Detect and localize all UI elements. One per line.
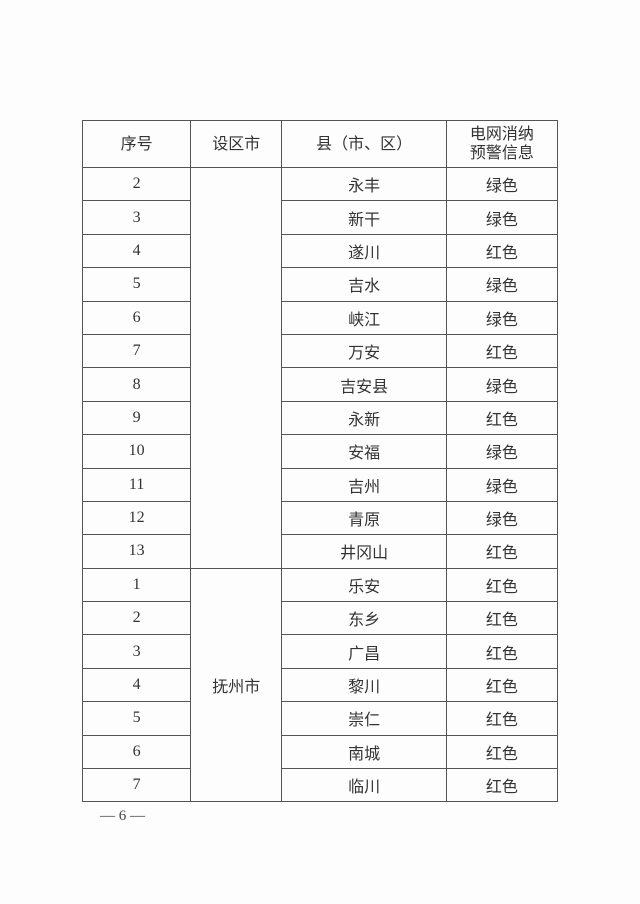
county-cell: 遂川 [281, 233, 447, 269]
county-cell: 安福 [281, 434, 447, 469]
header-city: 设区市 [190, 120, 283, 168]
warning-cell: 红色 [445, 534, 559, 569]
city-cell [190, 167, 283, 569]
serial-cell: 5 [81, 701, 192, 736]
serial-cell: 11 [81, 467, 192, 502]
warning-cell: 绿色 [445, 200, 559, 235]
county-cell: 永新 [281, 400, 447, 436]
table-row: 2 东乡 红色 [81, 601, 559, 636]
table-row: 6 南城 红色 [81, 734, 559, 770]
serial-cell: 3 [81, 634, 192, 669]
warning-cell: 红色 [445, 601, 559, 636]
table-row: 13 井冈山 红色 [81, 534, 559, 569]
table-header-row: 序号 设区市 县（市、区） 电网消纳预警信息 [81, 120, 559, 168]
header-serial: 序号 [81, 120, 192, 168]
serial-cell: 2 [81, 601, 192, 636]
warning-cell: 绿色 [445, 434, 559, 469]
table-row: 1 抚州市 乐安 红色 [81, 567, 559, 803]
table-row: 11 吉州 绿色 [81, 467, 559, 502]
serial-cell: 1 [81, 567, 192, 603]
table-row: 5 崇仁 红色 [81, 701, 559, 736]
header-warning-line2: 预警信息 [469, 145, 534, 162]
table-row: 12 青原 绿色 [81, 500, 559, 536]
serial-cell: 6 [81, 300, 192, 335]
warning-cell: 绿色 [445, 367, 559, 402]
county-cell: 永丰 [281, 166, 447, 202]
table-row: 6 峡江 绿色 [81, 300, 559, 335]
warning-cell: 绿色 [445, 467, 559, 502]
county-cell: 峡江 [281, 300, 447, 335]
warning-cell: 绿色 [445, 500, 559, 536]
warning-cell: 红色 [445, 734, 559, 770]
table-row: 5 吉水 绿色 [81, 267, 559, 302]
page-number: — 6 — [100, 808, 145, 824]
serial-cell: 4 [81, 667, 192, 703]
table-row: 10 安福 绿色 [81, 434, 559, 469]
warning-cell: 红色 [445, 768, 559, 803]
serial-cell: 7 [81, 768, 192, 803]
serial-cell: 3 [81, 200, 192, 235]
serial-cell: 13 [81, 534, 192, 569]
warning-cell: 红色 [445, 667, 559, 703]
warning-cell: 红色 [445, 701, 559, 736]
table-row: 4 遂川 红色 [81, 233, 559, 269]
county-cell: 万安 [281, 333, 447, 369]
warning-cell: 绿色 [445, 300, 559, 335]
county-cell: 南城 [281, 734, 447, 770]
county-cell: 临川 [281, 768, 447, 803]
serial-cell: 12 [81, 500, 192, 536]
county-cell: 黎川 [281, 667, 447, 703]
warning-cell: 绿色 [445, 166, 559, 202]
county-cell: 吉州 [281, 467, 447, 502]
table-row: 7 临川 红色 [81, 768, 559, 803]
warning-cell: 红色 [445, 400, 559, 436]
header-county: 县（市、区） [281, 120, 447, 168]
table-row: 7 万安 红色 [81, 333, 559, 369]
table-row: 8 吉安县 绿色 [81, 367, 559, 402]
serial-cell: 5 [81, 267, 192, 302]
county-cell: 广昌 [281, 634, 447, 669]
warning-cell: 红色 [445, 333, 559, 369]
serial-cell: 7 [81, 333, 192, 369]
serial-cell: 2 [81, 166, 192, 202]
county-cell: 崇仁 [281, 701, 447, 736]
warning-cell: 绿色 [445, 267, 559, 302]
table-row: 2 永丰 绿色 [81, 166, 559, 569]
table-row: 3 新干 绿色 [81, 200, 559, 235]
header-warning: 电网消纳 预警信息 [445, 120, 559, 168]
serial-cell: 8 [81, 367, 192, 402]
table-row: 3 广昌 红色 [81, 634, 559, 669]
table-row: 9 永新 红色 [81, 400, 559, 436]
county-cell: 乐安 [281, 567, 447, 603]
county-cell: 青原 [281, 500, 447, 536]
warning-cell: 红色 [445, 567, 559, 603]
county-cell: 井冈山 [281, 534, 447, 569]
header-warning-line1: 电网消纳 [469, 126, 534, 143]
warning-table: 序号 设区市 县（市、区） 电网消纳 预警信息 2 永丰 绿色 3 新干 绿色 4 遂川 红色 5 吉… [81, 120, 559, 803]
county-cell: 吉安县 [281, 367, 447, 402]
serial-cell: 6 [81, 734, 192, 770]
county-cell: 吉水 [281, 267, 447, 302]
warning-cell: 红色 [445, 233, 559, 269]
warning-cell: 红色 [445, 634, 559, 669]
table-row: 4 黎川 红色 [81, 667, 559, 703]
serial-cell: 10 [81, 434, 192, 469]
county-cell: 东乡 [281, 601, 447, 636]
county-cell: 新干 [281, 200, 447, 235]
serial-cell: 4 [81, 233, 192, 269]
city-cell: 抚州市 [190, 567, 283, 803]
serial-cell: 9 [81, 400, 192, 436]
